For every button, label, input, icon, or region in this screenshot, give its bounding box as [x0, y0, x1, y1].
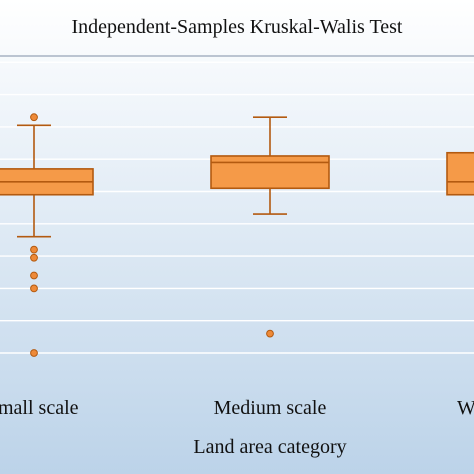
outlier-point	[30, 245, 38, 254]
category-label: Medium scale	[214, 397, 327, 419]
x-axis-label: Land area category	[193, 436, 346, 458]
box-2	[210, 116, 330, 338]
chart-title: Independent-Samples Kruskal-Walis Test	[72, 16, 403, 38]
outlier-point	[30, 253, 38, 262]
grid-lines	[0, 61, 474, 354]
box-group	[0, 113, 474, 357]
outlier-point	[30, 113, 38, 122]
outlier-point	[266, 329, 274, 338]
category-label: W	[457, 397, 474, 419]
category-label: mall scale	[0, 397, 79, 419]
iqr-box	[210, 155, 330, 190]
outlier-point	[30, 349, 38, 357]
outlier-point	[30, 271, 38, 280]
box-1	[0, 113, 94, 357]
box-3	[446, 151, 474, 196]
iqr-box	[446, 151, 474, 196]
category-tick-labels: mall scale Medium scale W	[0, 397, 474, 419]
outlier-point	[30, 284, 38, 293]
